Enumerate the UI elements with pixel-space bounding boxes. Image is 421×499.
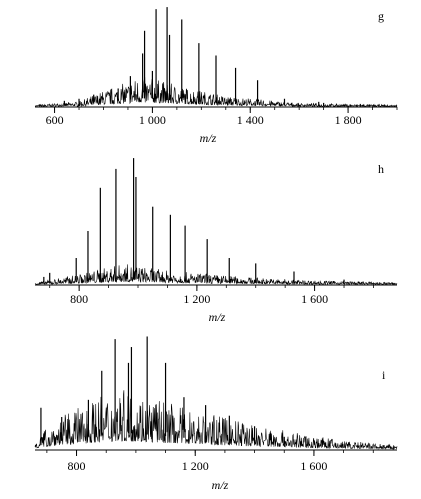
spectrum-panel-g: 600 1 000 1 400 1 800 m/z g bbox=[34, 7, 398, 145]
spectrum-panel-i: 800 1 200 1 600 m/z i bbox=[34, 336, 398, 492]
x-tick-label: 1 000 bbox=[139, 113, 166, 127]
x-axis-label: m/z bbox=[209, 310, 226, 324]
x-tick-label: 1 200 bbox=[182, 459, 209, 473]
x-tick-label: 800 bbox=[70, 292, 88, 306]
x-tick-label: 1 600 bbox=[301, 292, 328, 306]
x-axis-label: m/z bbox=[200, 131, 217, 145]
x-tick-label: 600 bbox=[46, 113, 64, 127]
x-tick-label: 1 800 bbox=[335, 113, 362, 127]
panel-label: g bbox=[378, 9, 384, 23]
panel-label: i bbox=[382, 368, 386, 382]
x-tick-label: 1 200 bbox=[183, 292, 210, 306]
x-tick-label: 800 bbox=[68, 459, 86, 473]
spectrum-trace bbox=[34, 390, 398, 450]
x-axis-label: m/z bbox=[212, 478, 229, 492]
x-tick-label: 1 600 bbox=[300, 459, 327, 473]
spectrum-panel-h: 800 1 200 1 600 m/z h bbox=[34, 158, 398, 324]
x-tick-label: 1 400 bbox=[237, 113, 264, 127]
spectrum-trace bbox=[34, 264, 398, 286]
panel-label: h bbox=[378, 162, 384, 176]
